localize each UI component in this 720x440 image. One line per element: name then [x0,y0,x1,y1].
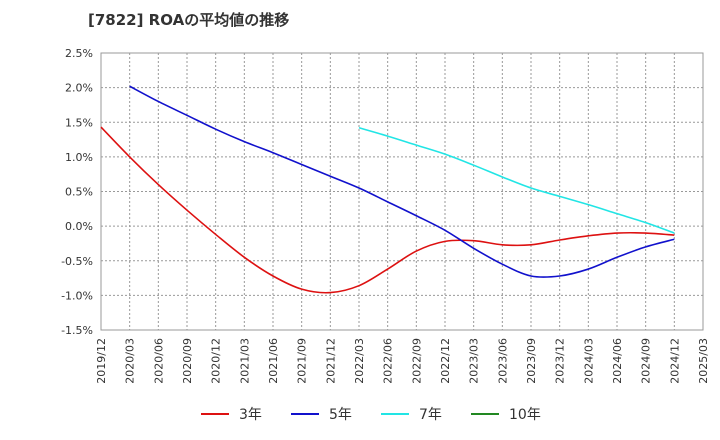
series-line-0 [100,126,675,294]
x-tick-label: 2023/06 [496,338,509,384]
x-tick-label: 2020/09 [181,338,194,384]
y-tick-label: 0.0% [65,220,93,233]
series-line-1 [129,85,675,278]
x-tick-label: 2020/06 [152,338,165,384]
y-tick-label: 2.0% [65,82,93,95]
x-tick-label: 2023/09 [525,338,538,384]
y-tick-label: 1.5% [65,116,93,129]
legend-label-3: 10年 [509,407,541,423]
series-line-2 [358,127,675,234]
x-tick-label: 2020/03 [124,338,137,384]
x-tick-label: 2022/12 [439,338,452,384]
x-tick-label: 2021/12 [324,338,337,384]
y-tick-label: 0.5% [65,186,93,199]
y-tick-label: -0.5% [61,255,93,268]
x-tick-label: 2024/03 [582,338,595,384]
y-tick-label: -1.5% [61,324,93,337]
x-tick-label: 2024/09 [640,338,653,384]
legend-label-1: 5年 [329,407,352,423]
x-tick-label: 2022/03 [353,338,366,384]
x-tick-label: 2021/09 [296,338,309,384]
x-tick-label: 2019/12 [95,338,108,384]
x-tick-label: 2022/06 [382,338,395,384]
x-tick-label: 2023/03 [468,338,481,384]
x-tick-label: 2022/09 [410,338,423,384]
x-tick-label: 2024/12 [668,338,681,384]
y-tick-label: 1.0% [65,151,93,164]
x-tick-label: 2021/06 [267,338,280,384]
y-tick-label: -1.0% [61,289,93,302]
x-tick-label: 2024/06 [611,338,624,384]
x-tick-label: 2020/12 [210,338,223,384]
legend-label-0: 3年 [239,407,262,423]
y-tick-label: 2.5% [65,47,93,60]
legend-label-2: 7年 [419,407,442,423]
chart-title: [7822] ROAの平均値の推移 [88,11,290,29]
x-tick-label: 2025/03 [697,338,710,384]
x-tick-label: 2023/12 [554,338,567,384]
x-tick-label: 2021/03 [238,338,251,384]
